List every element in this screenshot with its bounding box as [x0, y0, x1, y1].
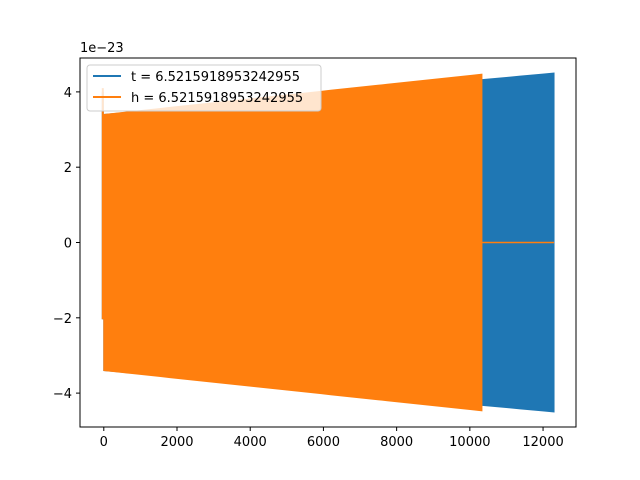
x-tick-label: 10000 [449, 435, 490, 450]
y-offset-label: 1e−23 [80, 41, 124, 56]
x-tick-label: 12000 [522, 435, 563, 450]
x-tick-label: 0 [100, 435, 108, 450]
x-tick-label: 8000 [380, 435, 413, 450]
y-tick-label: −4 [53, 387, 72, 402]
x-tick-label: 2000 [160, 435, 193, 450]
y-tick-label: 0 [64, 237, 72, 252]
series-1-oscillation-band [103, 73, 483, 412]
x-tick-label: 6000 [307, 435, 340, 450]
x-tick-label: 4000 [234, 435, 267, 450]
y-tick-label: 2 [64, 161, 72, 176]
legend-box [86, 64, 322, 112]
y-tick-label: 4 [64, 86, 72, 101]
legend-label: h = 6.5215918953242955 [131, 91, 303, 106]
x-axis: 0 2000 4000 6000 8000 10000 12000 [100, 427, 564, 450]
plot-area [101, 72, 555, 413]
legend: t = 6.5215918953242955 h = 6.521591895324… [86, 64, 322, 112]
legend-label: t = 6.5215918953242955 [131, 70, 300, 85]
y-axis: 4 2 0 −2 −4 [53, 86, 80, 402]
y-tick-label: −2 [53, 312, 72, 327]
